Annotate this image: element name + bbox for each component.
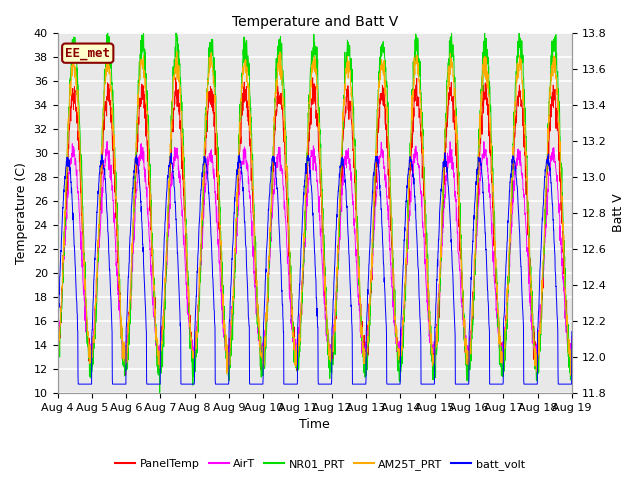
Y-axis label: Temperature (C): Temperature (C) [15, 162, 28, 264]
Text: EE_met: EE_met [65, 47, 110, 60]
Title: Temperature and Batt V: Temperature and Batt V [232, 15, 398, 29]
X-axis label: Time: Time [300, 419, 330, 432]
Y-axis label: Batt V: Batt V [612, 194, 625, 232]
Legend: PanelTemp, AirT, NR01_PRT, AM25T_PRT, batt_volt: PanelTemp, AirT, NR01_PRT, AM25T_PRT, ba… [111, 455, 529, 474]
